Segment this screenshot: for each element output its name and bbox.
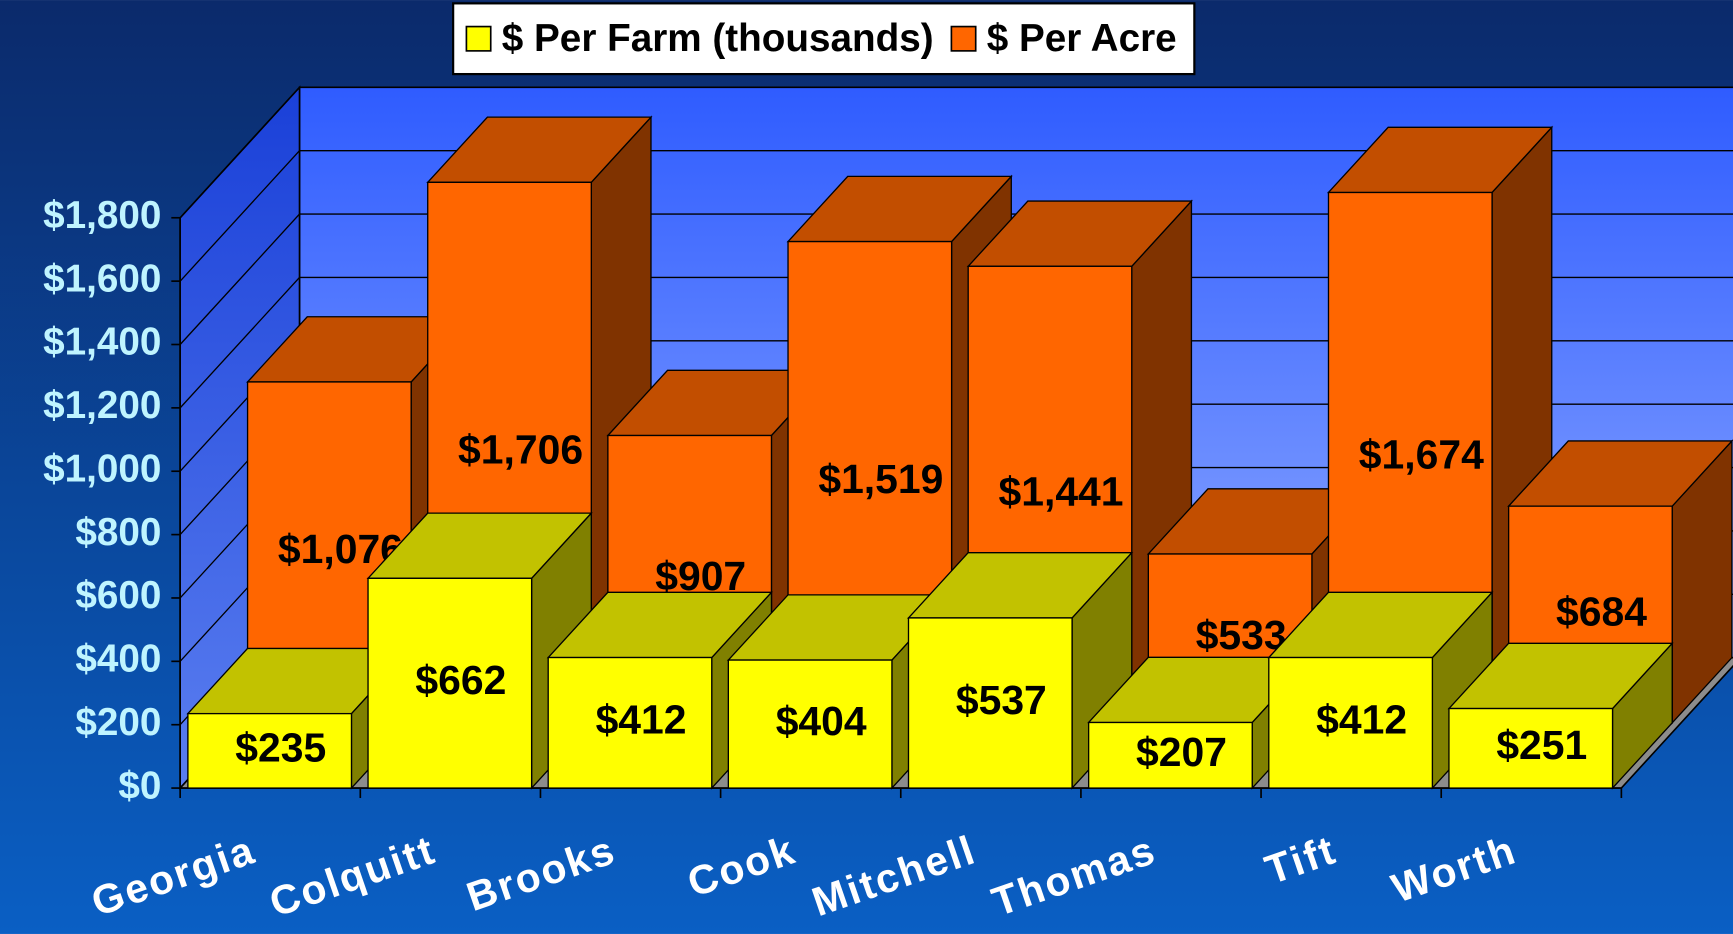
bar [1268, 656, 1434, 789]
data-label: $251 [1496, 722, 1587, 768]
data-label: $207 [1136, 729, 1227, 775]
data-label: $662 [415, 657, 506, 703]
bar [187, 712, 353, 789]
y-tick-label: $400 [75, 638, 161, 681]
bar [547, 656, 713, 789]
bar [907, 617, 1073, 789]
data-label: $533 [1196, 612, 1287, 658]
grid-line [179, 276, 1733, 409]
data-label: $684 [1556, 588, 1647, 634]
data-label: $1,519 [818, 456, 943, 502]
y-tick-label: $1,200 [43, 384, 161, 427]
data-label: $1,674 [1359, 431, 1484, 477]
data-label: $235 [235, 725, 326, 771]
y-tick-label: $1,600 [43, 257, 161, 300]
data-label: $537 [956, 677, 1047, 723]
y-tick-label: $1,400 [43, 321, 161, 364]
bar [727, 659, 893, 789]
y-tick-label: $800 [75, 511, 161, 554]
data-label: $1,706 [458, 426, 583, 472]
legend: $ Per Farm (thousands) $ Per Acre [452, 2, 1196, 76]
data-label: $412 [596, 697, 687, 743]
bar [1448, 707, 1614, 789]
legend-label: $ Per Farm (thousands) [502, 17, 934, 60]
legend-swatch [465, 25, 492, 52]
legend-label: $ Per Acre [987, 17, 1177, 60]
y-tick-label: $600 [75, 574, 161, 617]
data-label: $404 [776, 698, 867, 744]
legend-box [452, 2, 1196, 76]
y-tick-label: $1,800 [43, 194, 161, 237]
bar [1087, 721, 1253, 789]
grid-line [179, 213, 1733, 345]
data-label: $907 [655, 553, 746, 599]
bar [367, 577, 533, 789]
grid-line [179, 150, 1733, 282]
data-label: $1,441 [999, 468, 1124, 514]
y-tick-label: $0 [118, 764, 161, 807]
grid-line [179, 86, 1733, 219]
y-tick-label: $1,000 [43, 447, 161, 490]
y-tick-label: $200 [75, 701, 161, 744]
data-label: $412 [1316, 697, 1407, 743]
legend-swatch [950, 25, 977, 52]
